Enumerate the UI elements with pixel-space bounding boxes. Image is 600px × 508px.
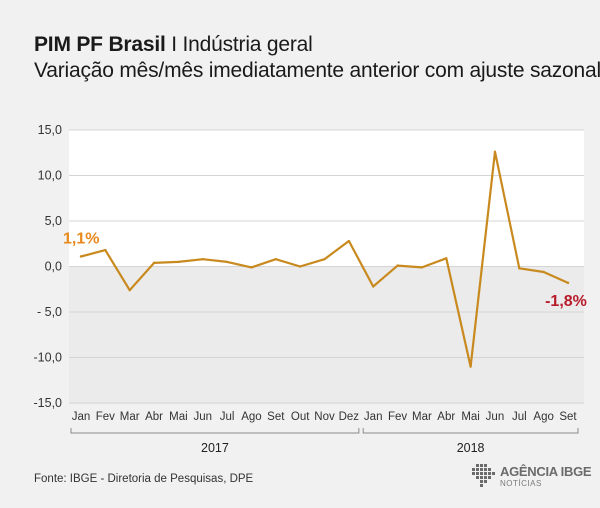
x-tick-label: Mai [169,411,188,423]
data-point [493,150,497,154]
x-tick-label: Out [291,411,310,423]
chart-subtitle: Variação mês/mês imediatamente anterior … [34,59,600,82]
x-tick-label: Abr [145,411,163,423]
brazil-map-icon [472,464,495,487]
data-point [225,260,229,264]
year-bracket [70,428,360,434]
x-tick-label: Jul [512,411,527,423]
x-tick-label: Jun [193,411,212,423]
x-tick-label: Ago [241,411,261,423]
chart-title: PIM PF Brasil I Indústria geral [34,32,600,57]
x-tick-label: Mai [461,411,480,423]
data-point [518,267,521,270]
chart-title-bold: PIM PF Brasil [34,33,166,56]
y-tick-label: -15,0 [34,396,63,410]
data-point [128,288,131,292]
x-tick-label: Fev [96,411,115,423]
data-point [274,258,277,261]
x-tick-label: Fev [388,411,407,423]
data-point [566,281,570,285]
year-label: 2017 [201,441,229,455]
logo-name: AGÊNCIA IBGE [500,464,592,479]
x-tick-label: Jun [486,411,505,423]
data-point [420,266,424,269]
plot-area-negative [69,266,584,403]
data-point [79,255,83,258]
x-tick-label: Dez [339,411,360,423]
chart-title-rest: Indústria geral [182,33,313,56]
x-tick-label: Jul [220,411,235,423]
x-tick-label: Abr [437,411,455,423]
chart-title-separator: I [165,33,183,56]
logo-subtitle: NOTÍCIAS [500,479,542,488]
data-point [542,270,545,274]
data-point [469,365,472,368]
y-tick-label: 10,0 [38,169,62,183]
data-label: -1,8% [545,293,587,310]
y-tick-label: 5,0 [45,214,62,228]
data-point [104,248,107,252]
data-point [201,258,204,261]
y-tick-label: 15,0 [38,123,62,137]
data-point [323,258,326,261]
plot-area-positive [69,130,584,267]
year-bracket [362,428,579,434]
x-tick-label: Jan [364,411,383,423]
data-point [177,260,180,264]
x-tick-label: Mar [120,411,140,423]
year-label: 2018 [457,441,485,455]
y-tick-label: - 5,0 [37,305,62,319]
agencia-ibge-logo: AGÊNCIA IBGE NOTÍCIAS [470,462,592,492]
data-point [396,264,399,267]
chart-header: PIM PF Brasil I Indústria geral Variação… [34,32,600,85]
data-point [152,261,156,265]
y-tick-label: -10,0 [34,351,63,365]
data-point [347,239,351,243]
x-tick-label: Ago [533,411,553,423]
source-note: Fonte: IBGE - Diretoria de Pesquisas, DP… [34,473,254,485]
y-tick-label: 0,0 [45,260,62,274]
x-tick-label: Mar [412,411,432,423]
data-point [250,266,253,269]
data-point [372,285,375,288]
data-label: 1,1% [63,230,99,247]
data-point [298,265,302,268]
x-tick-label: Jan [72,411,91,423]
data-point [445,257,448,260]
x-tick-label: Set [559,411,577,423]
x-tick-label: Nov [314,411,335,423]
x-tick-label: Set [267,411,285,423]
